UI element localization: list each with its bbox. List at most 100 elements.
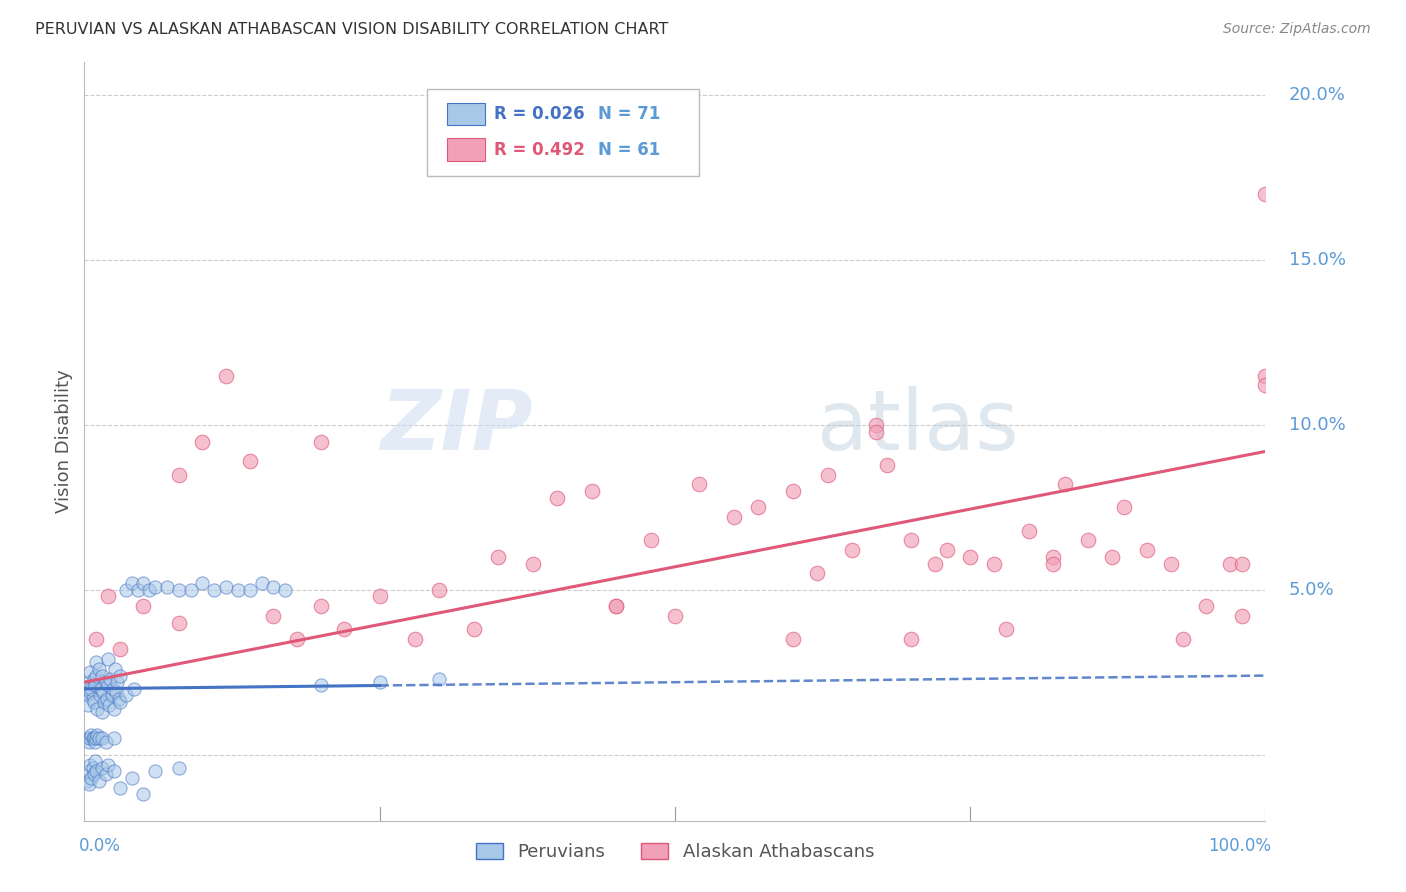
Point — [1254, 187, 1277, 202]
Point — [191, 434, 214, 449]
Point — [84, 632, 107, 647]
Point — [98, 672, 121, 686]
Point — [138, 582, 160, 597]
Point — [79, 665, 101, 680]
Point — [96, 691, 118, 706]
Point — [368, 675, 391, 690]
Point — [841, 543, 863, 558]
Point — [664, 609, 686, 624]
Point — [239, 454, 262, 468]
Point — [427, 672, 450, 686]
Point — [127, 582, 149, 597]
Point — [180, 582, 202, 597]
Point — [83, 731, 105, 746]
Point — [77, 734, 100, 748]
Point — [104, 662, 127, 676]
Point — [84, 678, 107, 692]
Text: 10.0%: 10.0% — [1289, 416, 1346, 434]
Point — [121, 771, 143, 785]
Point — [84, 754, 107, 768]
Point — [132, 576, 155, 591]
Point — [75, 689, 97, 703]
Point — [167, 582, 190, 597]
Point — [865, 425, 887, 439]
Point — [91, 761, 114, 775]
Point — [84, 656, 107, 670]
Point — [93, 695, 115, 709]
FancyBboxPatch shape — [427, 89, 699, 177]
Point — [91, 668, 114, 682]
Point — [202, 582, 225, 597]
Point — [83, 767, 105, 781]
Point — [90, 681, 112, 696]
Point — [806, 566, 828, 581]
Text: ZIP: ZIP — [381, 386, 533, 467]
Point — [91, 705, 114, 719]
Point — [581, 483, 603, 498]
Point — [97, 678, 120, 692]
Point — [1112, 500, 1135, 515]
Point — [105, 685, 128, 699]
Point — [143, 580, 166, 594]
Point — [924, 557, 946, 571]
Point — [89, 689, 111, 703]
Point — [215, 580, 238, 594]
Point — [80, 771, 103, 785]
Point — [215, 368, 238, 383]
Point — [107, 691, 129, 706]
Point — [77, 764, 100, 779]
Point — [486, 549, 509, 564]
Point — [97, 652, 120, 666]
Point — [1195, 599, 1218, 614]
Point — [747, 500, 769, 515]
Point — [97, 757, 120, 772]
Point — [77, 777, 100, 791]
Point — [98, 698, 121, 713]
Point — [250, 576, 273, 591]
Point — [82, 691, 104, 706]
Point — [86, 728, 108, 742]
Point — [114, 689, 136, 703]
Point — [100, 689, 122, 703]
Point — [84, 764, 107, 779]
Bar — [447, 138, 485, 161]
Point — [83, 672, 105, 686]
Point — [167, 761, 190, 775]
Text: 5.0%: 5.0% — [1289, 581, 1334, 599]
Point — [79, 757, 101, 772]
Point — [108, 642, 131, 657]
Point — [994, 623, 1017, 637]
Point — [101, 681, 124, 696]
Point — [463, 623, 485, 637]
Point — [959, 549, 981, 564]
Point — [1136, 543, 1159, 558]
Point — [114, 582, 136, 597]
Point — [80, 681, 103, 696]
Point — [876, 458, 898, 472]
Point — [368, 590, 391, 604]
Point — [1230, 557, 1253, 571]
Point — [1101, 549, 1123, 564]
Point — [865, 418, 887, 433]
Point — [103, 731, 125, 746]
Point — [121, 576, 143, 591]
Point — [103, 701, 125, 715]
Point — [94, 734, 117, 748]
Point — [309, 434, 332, 449]
Point — [1042, 549, 1064, 564]
Point — [82, 731, 104, 746]
Point — [782, 632, 804, 647]
Point — [167, 615, 190, 630]
Point — [333, 623, 356, 637]
Point — [239, 582, 262, 597]
Point — [226, 582, 249, 597]
Point — [1254, 368, 1277, 383]
Y-axis label: Vision Disability: Vision Disability — [55, 369, 73, 514]
Point — [84, 668, 107, 682]
Point — [605, 599, 627, 614]
Point — [1053, 477, 1076, 491]
Point — [983, 557, 1005, 571]
Point — [76, 774, 98, 789]
Point — [103, 764, 125, 779]
Point — [86, 701, 108, 715]
